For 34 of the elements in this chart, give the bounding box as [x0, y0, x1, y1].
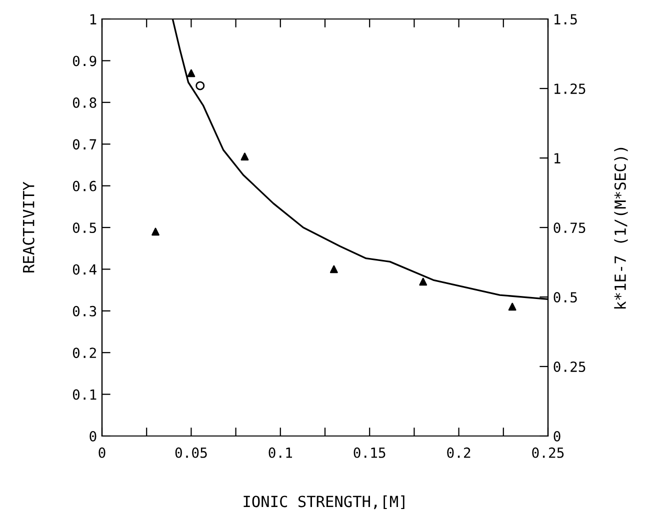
y-tick-label: 0.9	[72, 56, 96, 66]
y2-tick-label: 0.25	[554, 362, 586, 372]
point	[330, 265, 338, 274]
x-tick-label: 0.25	[532, 447, 564, 458]
point	[187, 69, 196, 78]
y-tick-label: 0.3	[72, 306, 96, 316]
point	[240, 152, 249, 161]
x-tick-label: 0	[98, 447, 106, 458]
y2-tick-label: 0.5	[554, 292, 577, 303]
y-tick-label: 1	[90, 14, 96, 24]
point	[152, 228, 160, 236]
x-tick-label: 0.1	[268, 447, 292, 458]
y-tick-label: 0.2	[72, 348, 96, 358]
point	[508, 302, 516, 311]
y-axis-title: REACTIVITY	[22, 182, 34, 272]
y-tick-label: 0	[90, 431, 96, 442]
x-axis-title: IONIC STRENGTH,[M]	[244, 495, 404, 510]
y2-tick-label: 0.75	[554, 222, 586, 234]
x-tick-label: 0.2	[447, 447, 470, 458]
y-tick-label: 0.1	[72, 389, 96, 400]
y2-tick-label: 1.5	[554, 14, 577, 25]
y2-tick-label: 1	[554, 153, 560, 164]
x-tick-label: 0.05	[175, 447, 207, 458]
y-tick-label: 0.4	[72, 264, 96, 275]
point	[196, 81, 205, 90]
y-tick-label: 0.7	[72, 139, 96, 150]
y-tick-label: 0.5	[72, 222, 96, 234]
x-tick-label: 0.15	[354, 447, 386, 458]
y-tick-label: 0.6	[72, 180, 96, 192]
y2-tick-label: 0	[554, 431, 560, 442]
point	[419, 278, 428, 286]
y-tick-label: 0.8	[72, 97, 96, 108]
y2-axis-title: k*1E-7 (1/(M*SEC))	[614, 148, 628, 309]
y2-tick-label: 1.25	[554, 84, 586, 94]
